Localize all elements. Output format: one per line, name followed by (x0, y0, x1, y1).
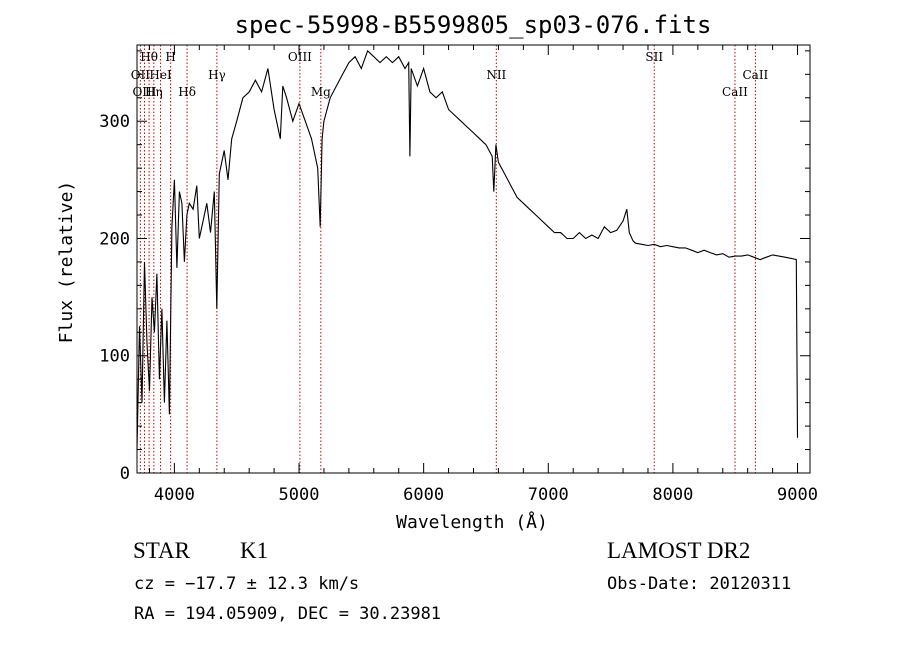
x-tick-label-4: 8000 (652, 485, 693, 505)
x-tick-label-5: 9000 (777, 485, 818, 505)
marker-label-9: Mg (311, 85, 331, 99)
chart-title: spec-55998-B5599805_sp03-076.fits (235, 11, 712, 39)
marker-label-5: Hη (145, 85, 163, 99)
x-tick-label-3: 7000 (528, 485, 569, 505)
y-tick-label-3: 300 (99, 112, 130, 132)
survey-label: LAMOST DR2 (607, 538, 751, 563)
marker-label-0: Hθ (140, 50, 158, 64)
marker-label-7: Hγ (208, 68, 226, 82)
axis-ticks: 4000 5000 6000 7000 8000 9000 0 100 200 300 (99, 45, 818, 505)
x-tick-label-0: 4000 (154, 485, 195, 505)
y-tick-label-0: 0 (120, 464, 130, 484)
marker-label-8: OIII (288, 50, 312, 64)
y-axis-label: Flux (relative) (56, 181, 77, 344)
y-tick-label-1: 100 (99, 347, 130, 367)
marker-label-12: CaII (722, 85, 748, 99)
x-axis-label: Wavelength (Å) (396, 511, 548, 533)
marker-label-2: OII (131, 68, 151, 82)
redshift-text: cz = −17.7 ± 12.3 km/s (134, 574, 360, 594)
ra-dec-text: RA = 194.05909, DEC = 30.23981 (134, 604, 442, 624)
obs-date-text: Obs-Date: 20120311 (607, 574, 792, 594)
marker-label-6: Hδ (178, 85, 196, 99)
spectrum-line (136, 49, 799, 450)
marker-label-1: H (165, 50, 175, 64)
marker-label-10: NII (486, 68, 506, 82)
marker-label-3: HeI (149, 68, 172, 82)
marker-label-13: CaII (742, 68, 768, 82)
x-tick-label-1: 5000 (279, 485, 320, 505)
object-class: STAR (133, 538, 190, 563)
x-tick-label-2: 6000 (403, 485, 444, 505)
y-tick-label-2: 200 (99, 229, 130, 249)
marker-label-4: OIII (132, 85, 156, 99)
object-subclass: K1 (240, 538, 269, 563)
plot-frame (136, 44, 811, 474)
marker-label-11: SII (645, 50, 663, 64)
